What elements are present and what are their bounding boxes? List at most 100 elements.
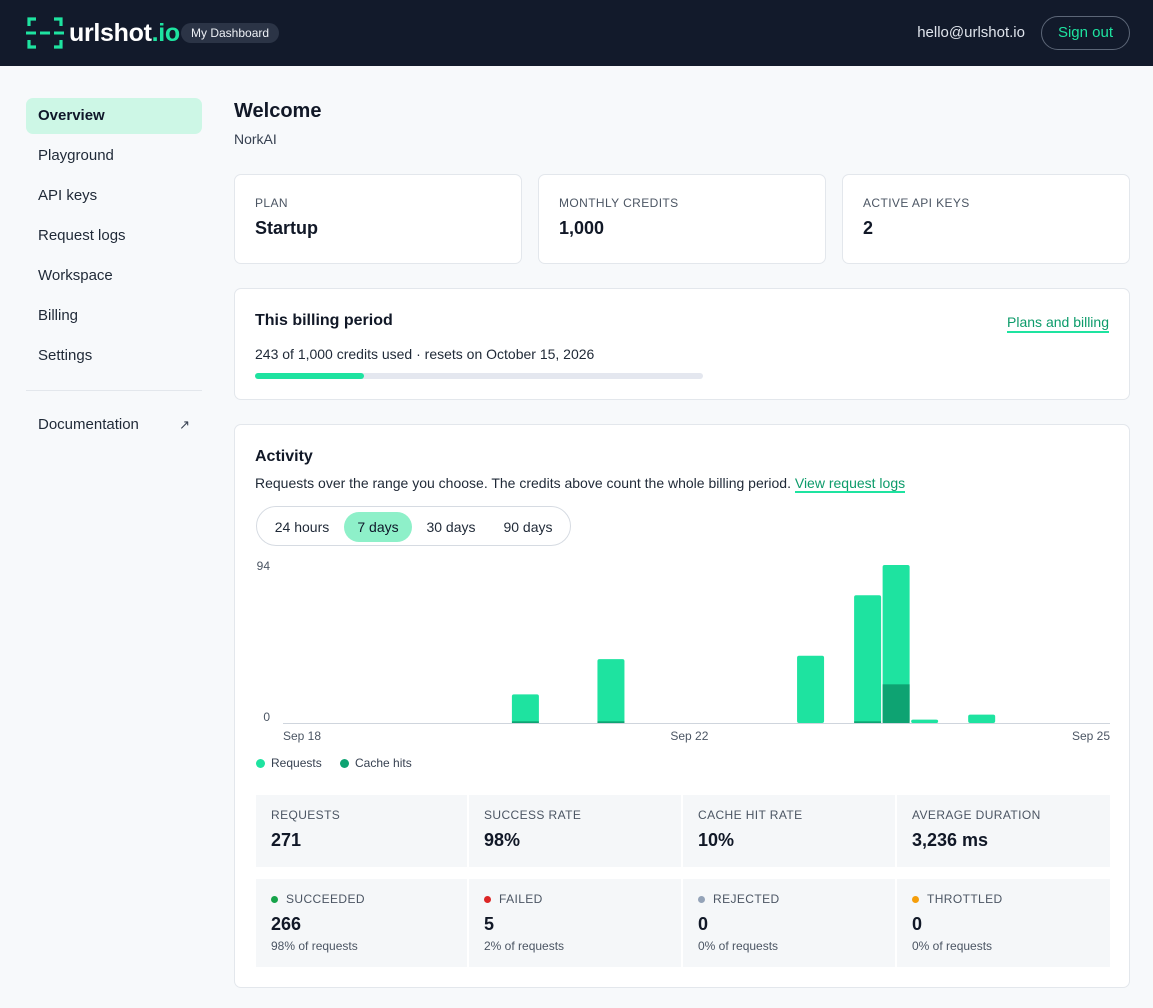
status-label: REJECTED xyxy=(698,892,780,906)
cache-hits-bar[interactable] xyxy=(511,721,539,723)
documentation-label: Documentation xyxy=(38,416,139,433)
metric-requests: REQUESTS 271 xyxy=(256,795,467,867)
metric-cache-hit-rate: CACHE HIT RATE 10% xyxy=(683,795,895,867)
status-throttled: THROTTLED 0 0% of requests xyxy=(897,879,1110,967)
status-share: 0% of requests xyxy=(698,939,779,953)
metric-value: 271 xyxy=(271,830,302,850)
credits-usage-text: 243 of 1,000 credits used · resets on Oc… xyxy=(255,346,595,362)
view-request-logs-link[interactable]: View request logs xyxy=(794,475,906,493)
x-tick-label: Sep 22 xyxy=(670,729,708,743)
range-90-days[interactable]: 90 days xyxy=(503,519,553,535)
status-value: 5 xyxy=(484,914,495,934)
credits-progress-bar xyxy=(255,373,703,379)
sidebar-item-overview[interactable]: Overview xyxy=(26,98,202,134)
stat-card-monthly-credits: MONTHLY CREDITS 1,000 xyxy=(538,174,826,264)
stat-label: ACTIVE API KEYS xyxy=(863,196,970,210)
legend-requests-label: Requests xyxy=(271,756,322,770)
status-row: SUCCEEDED 266 98% of requests FAILED 5 2… xyxy=(256,879,1110,967)
x-tick-label: Sep 18 xyxy=(283,729,321,743)
range-30-days[interactable]: 30 days xyxy=(426,519,476,535)
user-email: hello@urlshot.io xyxy=(917,24,1025,41)
legend-cache-hits-label: Cache hits xyxy=(355,756,412,770)
metrics-row: REQUESTS 271 SUCCESS RATE 98% CACHE HIT … xyxy=(256,795,1110,867)
activity-chart: 94 0 Sep 18 Sep 22 Sep 25 xyxy=(257,559,1111,743)
status-value: 0 xyxy=(912,914,923,934)
plans-and-billing-link[interactable]: Plans and billing xyxy=(1007,314,1109,333)
metric-label: SUCCESS RATE xyxy=(484,808,582,822)
requests-bar[interactable] xyxy=(854,595,882,723)
legend-cache-hits: Cache hits xyxy=(340,756,412,770)
metric-label: CACHE HIT RATE xyxy=(698,808,803,822)
billing-period-card: This billing period Plans and billing 24… xyxy=(234,288,1130,400)
x-tick-label: Sep 25 xyxy=(1072,729,1110,743)
sidebar-item-playground[interactable]: Playground xyxy=(38,147,114,164)
requests-bar[interactable] xyxy=(797,655,825,723)
sidebar-item-request-logs[interactable]: Request logs xyxy=(38,227,126,244)
status-label: SUCCEEDED xyxy=(271,892,365,906)
status-rejected: REJECTED 0 0% of requests xyxy=(683,879,895,967)
requests-bar[interactable] xyxy=(511,694,539,723)
sidebar-item-billing[interactable]: Billing xyxy=(38,307,79,324)
metric-average-duration: AVERAGE DURATION 3,236 ms xyxy=(897,795,1110,867)
sign-out-button[interactable]: Sign out xyxy=(1041,16,1130,50)
status-dot-icon xyxy=(698,895,705,903)
legend-requests: Requests xyxy=(256,756,322,770)
sidebar-item-workspace[interactable]: Workspace xyxy=(38,267,113,284)
organization-name: NorkAI xyxy=(234,131,277,147)
stat-label: MONTHLY CREDITS xyxy=(559,196,679,210)
status-value: 0 xyxy=(698,914,709,934)
status-label: THROTTLED xyxy=(912,892,1003,906)
range-24-hours[interactable]: 24 hours xyxy=(274,519,330,535)
status-dot-icon xyxy=(271,895,278,903)
requests-bar[interactable] xyxy=(597,659,625,723)
y-tick-label: 94 xyxy=(257,559,271,573)
range-selector: 24 hours 7 days 30 days 90 days xyxy=(256,506,571,546)
range-7-days[interactable]: 7 days xyxy=(344,512,412,542)
activity-card: Activity Requests over the range you cho… xyxy=(234,424,1130,988)
status-succeeded: SUCCEEDED 266 98% of requests xyxy=(256,879,467,967)
stat-value: 2 xyxy=(863,218,874,238)
requests-bar[interactable] xyxy=(882,565,910,723)
metric-success-rate: SUCCESS RATE 98% xyxy=(469,795,681,867)
status-failed: FAILED 5 2% of requests xyxy=(469,879,681,967)
metric-value: 10% xyxy=(698,830,735,850)
brand-name: urlshot.io xyxy=(69,18,180,47)
status-dot-icon xyxy=(484,895,491,903)
page-title: Welcome xyxy=(234,100,322,122)
status-share: 0% of requests xyxy=(912,939,993,953)
legend-requests-swatch xyxy=(256,758,265,768)
stat-card-active-api-keys: ACTIVE API KEYS 2 xyxy=(842,174,1130,264)
sidebar-item-settings[interactable]: Settings xyxy=(38,347,93,364)
cache-hits-bar[interactable] xyxy=(854,721,882,723)
sidebar-item-documentation[interactable]: Documentation ↗ xyxy=(26,407,202,443)
stat-value: 1,000 xyxy=(559,218,605,238)
cache-hits-bar[interactable] xyxy=(597,721,625,723)
status-label: FAILED xyxy=(484,892,543,906)
status-share: 98% of requests xyxy=(271,939,358,953)
metric-value: 98% xyxy=(484,830,521,850)
sidebar-divider xyxy=(26,390,202,391)
status-value: 266 xyxy=(271,914,302,934)
logo-mark-icon xyxy=(26,17,64,49)
legend-cache-hits-swatch xyxy=(340,758,349,768)
activity-title: Activity xyxy=(255,448,313,465)
dashboard-badge: My Dashboard xyxy=(181,23,280,43)
activity-description: Requests over the range you choose. The … xyxy=(255,475,906,493)
metric-value: 3,236 ms xyxy=(912,830,989,850)
external-arrow-icon: ↗ xyxy=(179,417,190,432)
stat-card-plan: PLAN Startup xyxy=(234,174,522,264)
requests-bar[interactable] xyxy=(911,719,939,723)
top-header: urlshot.io My Dashboard hello@urlshot.io… xyxy=(0,0,1153,66)
sidebar-item-api-keys[interactable]: API keys xyxy=(38,187,98,204)
y-tick-label: 0 xyxy=(263,710,270,724)
brand-logo[interactable]: urlshot.io xyxy=(26,17,180,49)
metric-label: AVERAGE DURATION xyxy=(912,808,1041,822)
metric-label: REQUESTS xyxy=(271,808,341,822)
credits-progress-fill xyxy=(255,373,364,379)
billing-period-title: This billing period xyxy=(255,312,393,329)
cache-hits-bar[interactable] xyxy=(882,684,910,723)
status-share: 2% of requests xyxy=(484,939,565,953)
requests-bar[interactable] xyxy=(968,714,996,723)
stat-label: PLAN xyxy=(255,196,288,210)
status-dot-icon xyxy=(912,895,919,903)
